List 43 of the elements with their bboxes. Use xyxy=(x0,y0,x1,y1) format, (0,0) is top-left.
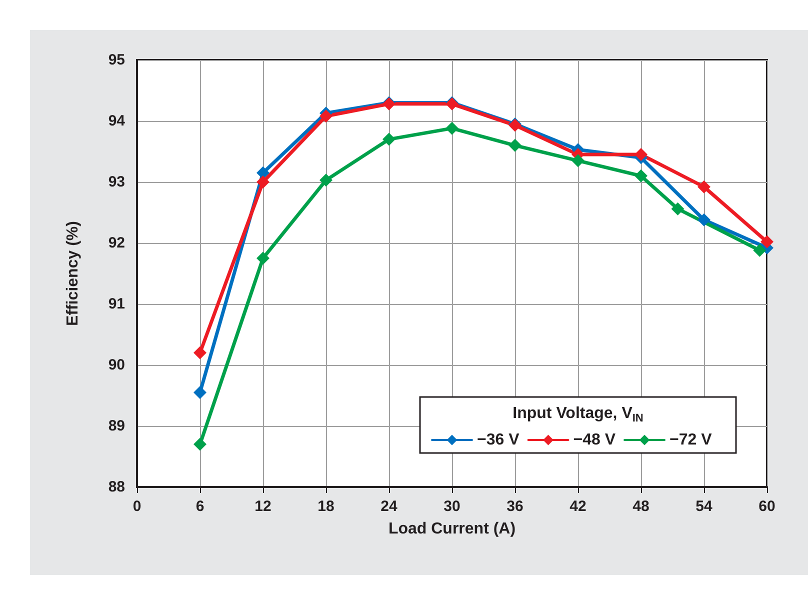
y-tick-label: 89 xyxy=(108,418,125,434)
x-axis-title: Load Current (A) xyxy=(388,520,516,538)
point xyxy=(446,122,458,135)
x-tick-label: 30 xyxy=(444,498,460,515)
point xyxy=(634,169,648,182)
point xyxy=(760,235,774,248)
point xyxy=(256,166,270,180)
point xyxy=(256,176,270,188)
point xyxy=(698,180,710,194)
point xyxy=(753,244,766,257)
legend-label: −72 V xyxy=(670,432,712,448)
x-tick-label: 6 xyxy=(196,498,204,515)
point xyxy=(698,213,710,226)
x-tick-label: 48 xyxy=(632,498,650,515)
y-tick-label: 95 xyxy=(108,52,125,68)
point xyxy=(508,138,522,152)
x-tick-label: 0 xyxy=(132,498,142,515)
x-tick-label: 12 xyxy=(254,498,272,515)
legend-label: −48 V xyxy=(573,432,616,448)
y-tick-label: 92 xyxy=(108,234,125,252)
point xyxy=(320,174,332,187)
point xyxy=(382,132,396,146)
y-tick-label: 91 xyxy=(108,296,125,312)
legend-label: −36 V xyxy=(477,432,520,448)
x-tick-label: 24 xyxy=(380,498,398,515)
point xyxy=(194,438,206,451)
x-tick-label: 60 xyxy=(758,498,776,515)
x-tick-label: 54 xyxy=(696,498,713,515)
x-tick-label: 42 xyxy=(570,498,586,515)
y-tick-label: 88 xyxy=(108,478,125,496)
y-tick-label: 94 xyxy=(108,112,126,130)
point xyxy=(194,346,206,360)
point xyxy=(671,202,684,216)
x-tick-label: 36 xyxy=(506,498,524,515)
y-tick-label: 93 xyxy=(108,174,125,190)
y-axis-title: Efficiency (%) xyxy=(64,221,82,326)
x-tick-label: 18 xyxy=(318,498,334,515)
point xyxy=(194,386,206,399)
point xyxy=(634,148,648,162)
point xyxy=(320,110,332,123)
point xyxy=(256,252,270,265)
point xyxy=(572,154,584,168)
y-tick-label: 90 xyxy=(108,356,125,374)
